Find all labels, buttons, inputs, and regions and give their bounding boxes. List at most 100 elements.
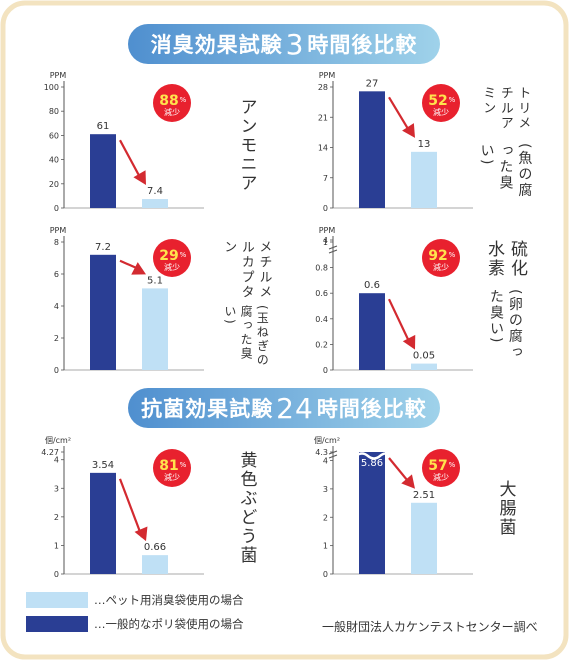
y-tick-label: 20 <box>49 180 59 189</box>
legend-label-general: …一般的なポリ袋使用の場合 <box>94 617 244 631</box>
y-tick-label: 0 <box>323 570 328 579</box>
bar-value-label: 5.1 <box>147 275 163 286</box>
reduction-percent: 92 <box>428 248 447 264</box>
deodor-title-num: 3 <box>285 27 305 61</box>
substance-label: トリメチルアミン (魚の腐った臭い) <box>478 86 533 204</box>
y-tick-label: 21 <box>318 113 328 122</box>
substance-name: 硫化水素 <box>484 240 527 278</box>
y-tick-label: 8 <box>54 238 59 247</box>
bar-value-label: 13 <box>418 139 431 150</box>
substance-name: メチルメルカプタン <box>221 240 272 300</box>
bar-general <box>90 472 116 574</box>
bar-pet <box>411 502 437 574</box>
y-unit-label: PPM <box>319 226 336 235</box>
reduction-percent-unit: % <box>449 461 456 469</box>
reduction-percent: 57 <box>428 458 447 474</box>
reduction-badge <box>422 239 460 277</box>
substance-label: メチルメルカプタン (玉ねぎの腐った臭い) <box>220 240 272 372</box>
substance-description: (卵の腐った臭い) <box>488 289 523 361</box>
substance-label: アンモニア <box>220 86 272 204</box>
y-tick-label: 0 <box>323 366 328 375</box>
reduction-arrow-head <box>133 170 146 186</box>
reduction-arrow-head <box>402 123 415 138</box>
reduction-text: 減少 <box>164 107 180 117</box>
y-tick-label: 0 <box>54 570 59 579</box>
y-tick-label: 4.3 <box>315 448 328 457</box>
y-tick-label: 4 <box>323 457 328 466</box>
y-unit-label: PPM <box>50 226 67 235</box>
reduction-arrow-head <box>401 474 415 489</box>
substance-name: 大腸菌 <box>495 479 516 537</box>
reduction-percent: 29 <box>159 248 178 264</box>
reduction-percent-unit: % <box>449 251 456 259</box>
reduction-arrow-shaft <box>119 139 143 182</box>
reduction-percent-unit: % <box>180 251 187 259</box>
reduction-percent-unit: % <box>180 461 187 469</box>
legend-label-pet: …ペット用消臭袋使用の場合 <box>94 593 244 607</box>
deodor-title-pre: 消臭効果試験 <box>150 33 283 57</box>
y-tick-label: 28 <box>318 83 328 92</box>
reduction-badge <box>153 84 191 122</box>
bar-break-mark <box>355 452 391 460</box>
bar-value-label: 3.54 <box>92 460 114 471</box>
reduction-arrow-head <box>131 262 146 275</box>
y-unit-label: PPM <box>50 71 67 80</box>
bar-value-label: 0.6 <box>364 280 380 291</box>
y-tick-label: 0 <box>54 204 59 213</box>
y-tick-label: 1 <box>323 542 328 551</box>
bar-general <box>359 452 385 574</box>
bar-general <box>359 293 385 370</box>
bar-value-label: 7.4 <box>147 186 163 197</box>
bar-general <box>90 134 116 208</box>
substance-description: (魚の腐った臭い) <box>478 143 533 199</box>
bar-pet <box>411 151 437 208</box>
substance-name: トリメチルアミン <box>480 86 531 131</box>
y-tick-label: 0.8 <box>315 264 328 273</box>
y-tick-label: 4 <box>54 456 59 465</box>
y-tick-label: 2 <box>54 513 59 522</box>
y-tick-label: 0.4 <box>315 315 328 324</box>
reduction-percent: 88 <box>159 93 178 109</box>
antibac-section-title: 抗菌効果試験 24 時間後比較 <box>128 388 440 428</box>
bar-pet <box>142 199 168 208</box>
y-tick-label: 2 <box>323 513 328 522</box>
y-tick-label: 3 <box>323 485 328 494</box>
y-tick-label: 80 <box>49 107 59 116</box>
bar-value-label: 2.51 <box>413 490 435 501</box>
bar-value-label: 61 <box>97 121 110 132</box>
reduction-text: 減少 <box>433 262 449 272</box>
reduction-text: 減少 <box>164 262 180 272</box>
axis-break-mark <box>328 245 338 254</box>
substance-label: 大腸菌 <box>479 448 531 568</box>
reduction-text: 減少 <box>433 107 449 117</box>
antibac-title-post: 時間後比較 <box>316 397 427 421</box>
y-tick-label: 4 <box>323 236 328 245</box>
reduction-percent: 81 <box>159 458 178 474</box>
reduction-text: 減少 <box>164 472 180 482</box>
y-unit-label: PPM <box>319 71 336 80</box>
bar-pet <box>142 288 168 370</box>
y-tick-label: 3 <box>54 484 59 493</box>
substance-description: (玉ねぎの腐った臭い) <box>222 304 270 368</box>
substance-label: 硫化水素 (卵の腐った臭い) <box>479 240 531 372</box>
bar-value-label: 7.2 <box>95 242 111 253</box>
reduction-badge <box>422 84 460 122</box>
antibac-title-pre: 抗菌効果試験 <box>141 397 274 421</box>
bar-value-label: 0.66 <box>144 542 166 553</box>
reduction-percent-unit: % <box>180 96 187 104</box>
y-tick-label: 4.27 <box>41 448 59 457</box>
bar-pet <box>411 363 437 370</box>
legend-item-general: …一般的なポリ袋使用の場合 <box>26 616 326 632</box>
reduction-arrow-shaft <box>388 298 412 347</box>
y-tick-label: 2 <box>54 334 59 343</box>
legend-swatch-pet <box>26 592 88 608</box>
y-tick-label: 0 <box>54 366 59 375</box>
reduction-arrow-head <box>402 334 416 350</box>
substance-name: アンモニア <box>236 97 257 193</box>
deodor-section-title: 消臭効果試験 3 時間後比較 <box>128 24 440 64</box>
